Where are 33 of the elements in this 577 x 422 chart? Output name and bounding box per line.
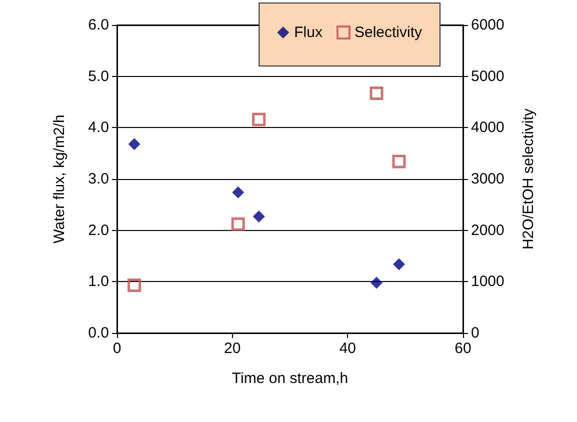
y-axis-title: Water flux, kg/m2/h: [51, 114, 68, 244]
x-tick-label: 40: [339, 340, 356, 357]
point: [370, 276, 382, 289]
y-tick-label: 2.0: [88, 222, 109, 239]
y-tick-label: 5.0: [88, 68, 109, 85]
y2-tick-label: 4000: [471, 119, 504, 136]
y-tick-label: 4.0: [88, 119, 109, 136]
y2-tick-label: 6000: [471, 16, 504, 34]
y-tick-label: 6.0: [88, 16, 109, 34]
x-tick-label: 0: [112, 340, 122, 357]
y-tick-label: 3.0: [88, 170, 109, 188]
y2-tick-label: 5000: [471, 68, 504, 85]
y-tick-label: 1.0: [88, 273, 109, 290]
point: [252, 112, 266, 126]
point: [252, 210, 265, 222]
x-tick-label: 20: [224, 340, 241, 357]
legend-label: Flux: [294, 24, 323, 41]
legend-label: Selectivity: [354, 24, 422, 41]
point: [231, 217, 245, 231]
point: [392, 258, 405, 270]
y2-tick-label: 2000: [471, 222, 504, 239]
x-axis-title: Time on stream,h: [232, 370, 348, 387]
point: [128, 278, 142, 292]
x-tick-label: 60: [454, 340, 472, 357]
y2-tick-label: 3000: [471, 170, 504, 188]
y2-tick-label: 1000: [471, 273, 504, 290]
y2-axis-title: H2O/EtOH selectivity: [520, 108, 537, 250]
point: [370, 86, 384, 100]
point: [232, 186, 244, 198]
point: [128, 138, 140, 150]
y-tick-label: 0.0: [88, 324, 109, 342]
point: [392, 154, 406, 168]
y2-tick-label: 0: [471, 324, 480, 342]
